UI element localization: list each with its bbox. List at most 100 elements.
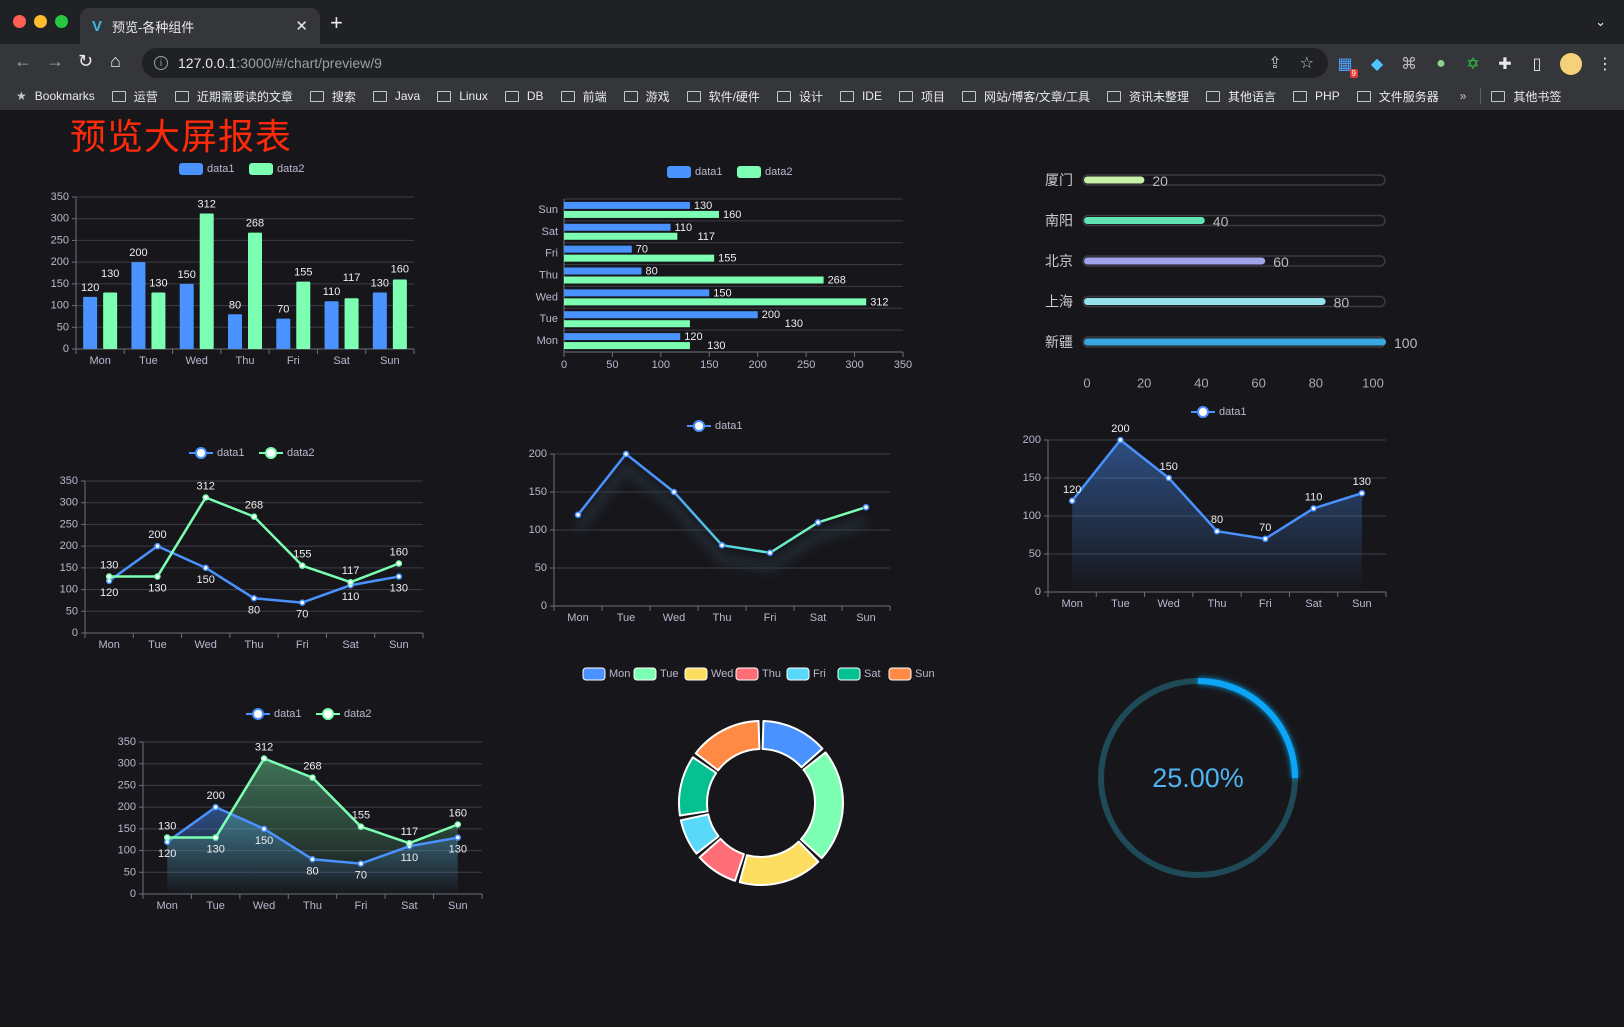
legend-item-data1[interactable]: data1 bbox=[246, 708, 302, 720]
bookmark-folder[interactable]: Linux bbox=[437, 88, 488, 105]
bookmark-folder[interactable]: Java bbox=[372, 88, 420, 105]
data-label: 120 bbox=[684, 331, 702, 343]
area-data2 bbox=[167, 758, 458, 894]
data-label: 200 bbox=[206, 790, 224, 802]
x-tick-label: 250 bbox=[797, 359, 815, 371]
bookmark-folder[interactable]: IDE bbox=[839, 88, 882, 105]
legend-swatch bbox=[737, 166, 761, 178]
legend-label: Wed bbox=[711, 668, 733, 680]
bookmark-folder[interactable]: 网站/博客/文章/工具 bbox=[961, 88, 1090, 105]
legend-swatch bbox=[837, 667, 861, 681]
x-tick-label: Fri bbox=[287, 355, 300, 367]
bar-data1-Sat bbox=[324, 301, 339, 349]
bookmark-folder[interactable]: PHP bbox=[1293, 88, 1340, 105]
close-tab-icon[interactable]: ✕ bbox=[295, 18, 308, 35]
more-bookmarks-button[interactable]: » bbox=[1459, 89, 1467, 103]
bookmark-folder[interactable]: 设计 bbox=[776, 88, 823, 105]
legend-item-Fri[interactable]: Fri bbox=[786, 667, 826, 681]
legend-swatch bbox=[667, 166, 691, 178]
x-tick-label: Sun bbox=[389, 639, 409, 651]
point-data1-Sun bbox=[1358, 489, 1366, 497]
legend-item-data1[interactable]: data1 bbox=[667, 166, 723, 178]
bookmark-folder[interactable]: 近期需要读的文章 bbox=[174, 88, 293, 105]
data-label: 160 bbox=[723, 209, 741, 221]
legend-item-data1[interactable]: data1 bbox=[1191, 406, 1247, 418]
extension-grid-icon[interactable]: ▦ 9 bbox=[1337, 56, 1358, 78]
x-tick-label: Fri bbox=[764, 612, 777, 624]
extensions-puzzle-icon[interactable]: ✚ bbox=[1498, 56, 1512, 73]
bookmark-folder[interactable]: 其他语言 bbox=[1206, 88, 1276, 105]
bookmark-folder[interactable]: 游戏 bbox=[623, 88, 670, 105]
site-info-icon[interactable]: i bbox=[154, 56, 168, 70]
bookmark-folder[interactable]: 资讯未整理 bbox=[1107, 88, 1189, 105]
side-panel-icon[interactable]: ▯ bbox=[1532, 56, 1542, 73]
data-label: 130 bbox=[694, 200, 712, 212]
data-label: 160 bbox=[449, 808, 467, 820]
legend-item-data2[interactable]: data2 bbox=[737, 166, 793, 178]
horizontal-bar-chart: data1 data2 0 50 100 150 200 250 300 350 Mon 120 130… bbox=[536, 166, 912, 371]
bookmark-star-icon[interactable]: ☆ bbox=[1299, 55, 1314, 72]
extension-badge: 9 bbox=[1349, 69, 1358, 78]
point-data1-Sat bbox=[1310, 505, 1317, 512]
line-chart: data1 data2 0 50 100 150 200 250 300 350 Mon Tue Wed… bbox=[60, 447, 424, 651]
x-tick-label: Sun bbox=[380, 355, 400, 367]
address-bar[interactable]: i 127.0.0.1:3000/#/chart/preview/9 ⇪ ☆ bbox=[142, 48, 1328, 78]
avatar[interactable] bbox=[1560, 53, 1582, 75]
y-tick-label: 300 bbox=[118, 758, 136, 770]
legend-item-data2[interactable]: data2 bbox=[249, 163, 305, 175]
reload-button[interactable]: ↻ bbox=[78, 51, 94, 71]
tab-search-chevron-icon[interactable]: ⌄ bbox=[1595, 14, 1606, 29]
bookmark-folder[interactable]: 项目 bbox=[898, 88, 945, 105]
legend-label: data2 bbox=[277, 163, 305, 175]
legend-item-data1[interactable]: data1 bbox=[189, 447, 245, 459]
extension-circle-icon[interactable]: ● bbox=[1436, 55, 1446, 72]
y-tick-label: Fri bbox=[545, 248, 558, 260]
legend-item-Wed[interactable]: Wed bbox=[684, 667, 733, 681]
point-data1-Sun bbox=[454, 834, 462, 841]
legend-item-data1[interactable]: data1 bbox=[687, 420, 743, 432]
bookmark-folder[interactable]: 搜索 bbox=[309, 88, 356, 105]
close-window-button[interactable] bbox=[13, 15, 26, 28]
bookmark-folder[interactable]: 运营 bbox=[111, 88, 158, 105]
legend-item-Sun[interactable]: Sun bbox=[888, 667, 935, 681]
legend-item-Thu[interactable]: Thu bbox=[735, 667, 781, 681]
share-icon[interactable]: ⇪ bbox=[1268, 55, 1282, 72]
bar-data2-Fri bbox=[296, 281, 311, 349]
bookmark-folder[interactable]: 软件/硬件 bbox=[686, 88, 760, 105]
extension-gem-icon[interactable]: ◆ bbox=[1370, 56, 1384, 73]
legend-swatch bbox=[582, 667, 606, 681]
legend-item-Sat[interactable]: Sat bbox=[837, 667, 881, 681]
extension-star-icon[interactable]: ✡ bbox=[1466, 56, 1480, 73]
maximize-window-button[interactable] bbox=[55, 15, 68, 28]
bookmark-label: 前端 bbox=[582, 89, 607, 104]
legend-item-data2[interactable]: data2 bbox=[316, 708, 372, 720]
bookmark-other[interactable]: 其他书签 bbox=[1491, 88, 1561, 105]
back-button[interactable]: ← bbox=[14, 51, 32, 71]
legend-symbol bbox=[252, 708, 264, 720]
bar-data1-Sun bbox=[372, 292, 387, 349]
bookmark-folder[interactable]: 文件服务器 bbox=[1356, 88, 1439, 105]
legend-swatch bbox=[249, 163, 273, 175]
point-data1-Tue bbox=[1117, 436, 1124, 444]
menu-kebab-icon[interactable]: ⋮ bbox=[1597, 56, 1613, 73]
legend-item-data1[interactable]: data1 bbox=[179, 163, 235, 175]
bookmark-folder[interactable]: DB bbox=[504, 88, 544, 105]
data-label: 80 bbox=[229, 299, 241, 311]
minimize-window-button[interactable] bbox=[34, 15, 47, 28]
new-tab-button[interactable]: + bbox=[330, 10, 343, 35]
progress-label: 厦门 bbox=[1045, 172, 1073, 188]
bookmark-folder[interactable]: 前端 bbox=[560, 88, 607, 105]
legend-item-data2[interactable]: data2 bbox=[259, 447, 315, 459]
legend-item-Tue[interactable]: Tue bbox=[633, 667, 679, 681]
x-tick-label: Tue bbox=[1111, 598, 1130, 610]
legend-item-Mon[interactable]: Mon bbox=[582, 667, 630, 681]
home-button[interactable]: ⌂ bbox=[110, 51, 121, 71]
point-data2-Tue bbox=[154, 573, 161, 580]
bar-data2-Tue bbox=[151, 292, 166, 349]
progress-value: 20 bbox=[1152, 173, 1168, 189]
data-label: 155 bbox=[352, 810, 370, 822]
bookmarks-button[interactable]: ★ Bookmarks bbox=[16, 89, 95, 103]
extension-command-icon[interactable]: ⌘ bbox=[1401, 56, 1417, 73]
forward-button[interactable]: → bbox=[46, 51, 64, 71]
tab-active[interactable]: V 预览-各种组件 ✕ bbox=[80, 8, 320, 44]
